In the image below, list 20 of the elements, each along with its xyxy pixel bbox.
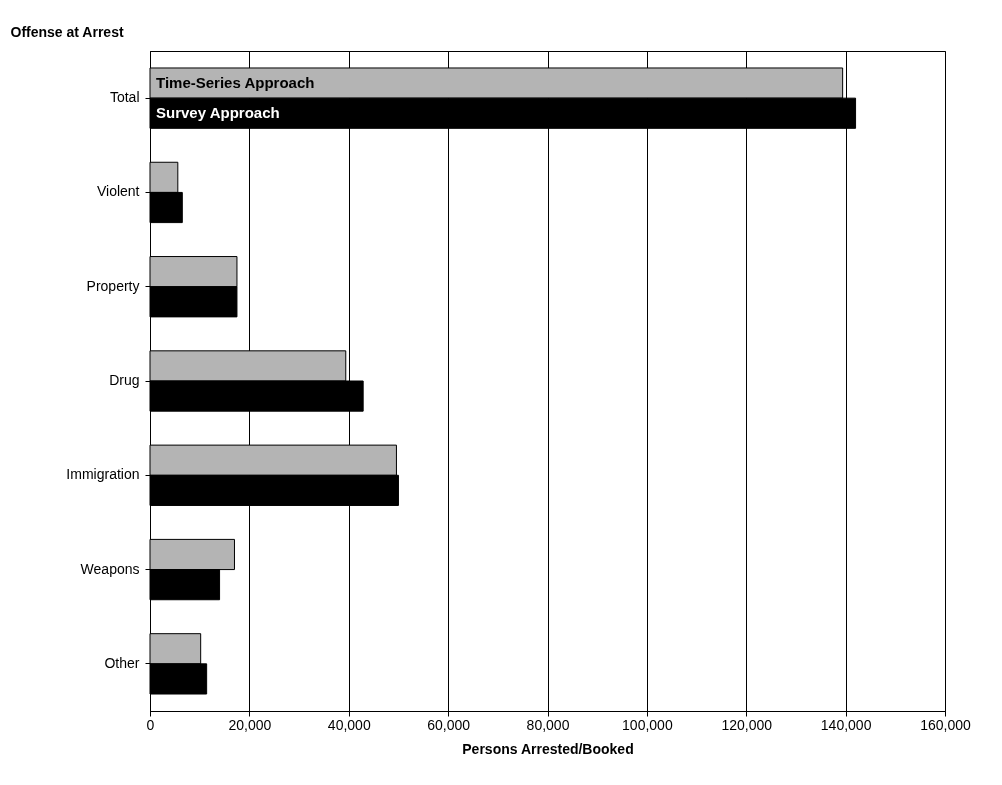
x-tick-label: 40,000 xyxy=(327,716,371,733)
x-tick-label: 20,000 xyxy=(228,716,272,733)
x-axis-title: Persons Arrested/Booked xyxy=(462,740,634,757)
y-tick-label: Violent xyxy=(96,183,140,200)
y-tick-label: Immigration xyxy=(66,466,140,483)
x-tick-label: 80,000 xyxy=(526,716,570,733)
x-tick-label: 100,000 xyxy=(622,716,673,733)
x-tick-label: 160,000 xyxy=(920,716,972,733)
y-tick-label: Other xyxy=(104,654,140,671)
x-tick-label: 140,000 xyxy=(820,716,872,733)
y-tick-label: Total xyxy=(109,89,140,106)
x-tick-label: 120,000 xyxy=(721,716,773,733)
x-tick-label: 0 xyxy=(146,716,155,733)
y-tick-label: Drug xyxy=(109,372,140,388)
series-label: Survey Approach xyxy=(156,104,280,122)
y-tick-label: Property xyxy=(86,277,140,294)
y-axis-title: Offense at Arrest xyxy=(10,23,124,40)
x-tick-label: 60,000 xyxy=(427,716,471,733)
y-tick-label: Weapons xyxy=(80,560,140,577)
series-label: Time-Series Approach xyxy=(156,74,315,92)
